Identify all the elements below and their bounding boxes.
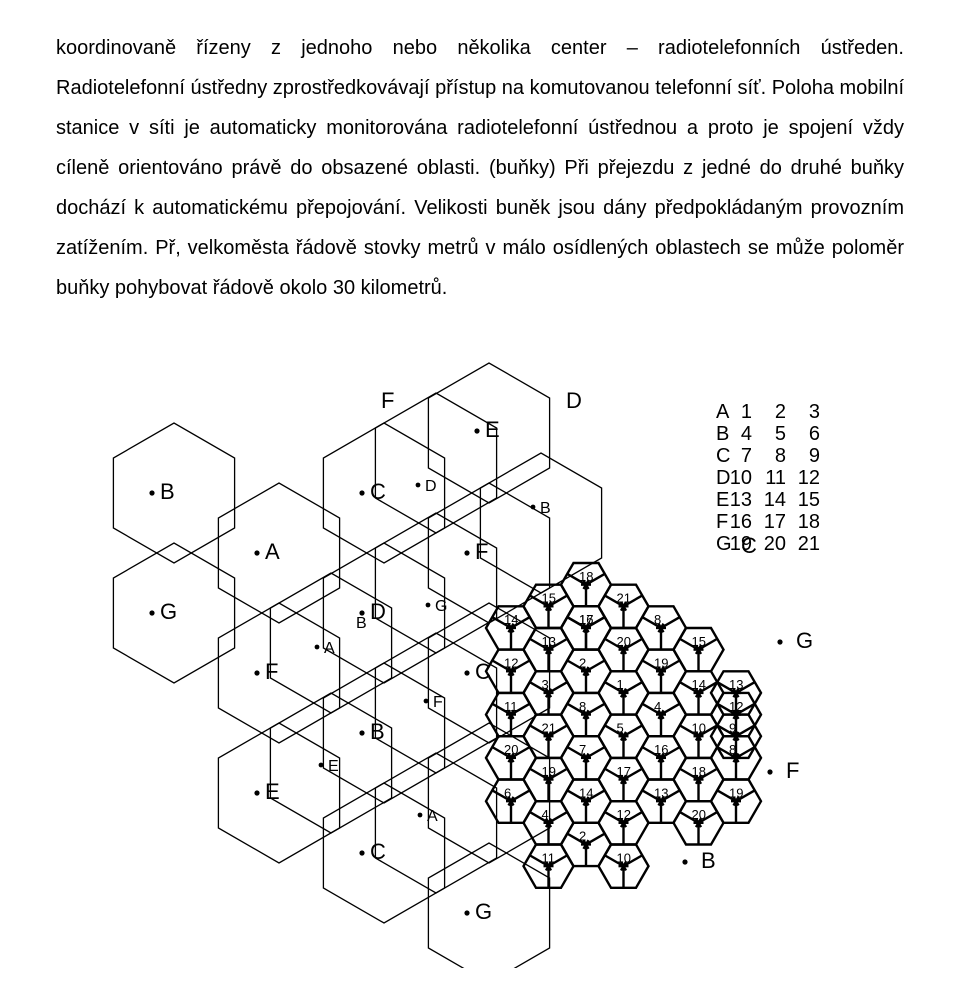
svg-text:15: 15 — [798, 489, 820, 511]
svg-text:12: 12 — [729, 699, 743, 714]
svg-text:8: 8 — [654, 612, 661, 627]
svg-text:F: F — [786, 758, 799, 783]
svg-text:17: 17 — [764, 511, 786, 533]
svg-text:7: 7 — [741, 445, 752, 467]
svg-text:1: 1 — [617, 677, 624, 692]
svg-text:13: 13 — [729, 677, 743, 692]
svg-text:A: A — [265, 539, 280, 564]
svg-text:E: E — [716, 489, 729, 511]
svg-text:21: 21 — [798, 533, 820, 555]
svg-text:15: 15 — [542, 591, 556, 606]
svg-text:11: 11 — [542, 850, 556, 865]
svg-text:A: A — [427, 808, 438, 825]
svg-text:5: 5 — [775, 423, 786, 445]
svg-text:C: C — [716, 445, 730, 467]
svg-text:20: 20 — [764, 533, 786, 555]
svg-text:19: 19 — [729, 785, 743, 800]
svg-text:14: 14 — [504, 612, 518, 627]
svg-text:E: E — [265, 779, 280, 804]
svg-text:D: D — [716, 467, 730, 489]
svg-text:E: E — [328, 758, 339, 775]
cell-diagram: BGAFECDBFCECGDGAEFABFDB18152114168132015… — [56, 348, 904, 968]
svg-text:16: 16 — [654, 742, 668, 757]
svg-text:12: 12 — [798, 467, 820, 489]
svg-text:G: G — [435, 598, 447, 615]
svg-text:F: F — [381, 388, 394, 413]
svg-text:B: B — [701, 848, 716, 873]
svg-text:15: 15 — [692, 634, 706, 649]
svg-text:6: 6 — [504, 785, 511, 800]
svg-text:F: F — [265, 659, 278, 684]
svg-text:4: 4 — [654, 699, 661, 714]
svg-text:D: D — [425, 478, 437, 495]
svg-text:F: F — [716, 511, 728, 533]
svg-text:B: B — [540, 500, 551, 517]
svg-text:8: 8 — [579, 699, 586, 714]
svg-text:G: G — [796, 628, 813, 653]
svg-text:B: B — [356, 615, 367, 632]
svg-text:B: B — [716, 423, 729, 445]
svg-text:8: 8 — [729, 742, 736, 757]
svg-text:2: 2 — [579, 829, 586, 844]
svg-text:17: 17 — [579, 612, 593, 627]
svg-text:20: 20 — [692, 807, 706, 822]
svg-text:10: 10 — [617, 850, 631, 865]
svg-text:10: 10 — [692, 720, 706, 735]
svg-text:F: F — [433, 694, 443, 711]
svg-text:1: 1 — [741, 401, 752, 423]
svg-text:18: 18 — [579, 569, 593, 584]
paragraph-1: koordinovaně řízeny z jednoho nebo někol… — [56, 28, 904, 308]
svg-text:4: 4 — [542, 807, 549, 822]
svg-text:4: 4 — [741, 423, 752, 445]
svg-text:14: 14 — [692, 677, 706, 692]
svg-text:19: 19 — [730, 533, 752, 555]
svg-text:2: 2 — [775, 401, 786, 423]
svg-text:E: E — [485, 417, 500, 442]
svg-text:20: 20 — [504, 742, 518, 757]
svg-text:19: 19 — [542, 764, 556, 779]
svg-text:9: 9 — [809, 445, 820, 467]
svg-text:B: B — [160, 479, 175, 504]
svg-text:A: A — [716, 401, 730, 423]
svg-text:13: 13 — [654, 785, 668, 800]
svg-text:21: 21 — [617, 591, 631, 606]
svg-text:D: D — [566, 388, 582, 413]
svg-text:17: 17 — [617, 764, 631, 779]
svg-text:11: 11 — [765, 467, 786, 489]
svg-text:12: 12 — [617, 807, 631, 822]
svg-text:14: 14 — [764, 489, 786, 511]
svg-text:3: 3 — [542, 677, 549, 692]
svg-text:10: 10 — [730, 467, 752, 489]
svg-text:7: 7 — [579, 742, 586, 757]
svg-text:13: 13 — [730, 489, 752, 511]
svg-text:8: 8 — [775, 445, 786, 467]
svg-text:14: 14 — [579, 785, 593, 800]
svg-text:13: 13 — [542, 634, 556, 649]
svg-text:20: 20 — [617, 634, 631, 649]
svg-text:12: 12 — [504, 656, 518, 671]
svg-text:19: 19 — [654, 656, 668, 671]
svg-text:16: 16 — [730, 511, 752, 533]
svg-text:2: 2 — [579, 656, 586, 671]
svg-text:5: 5 — [617, 720, 624, 735]
svg-text:A: A — [324, 640, 335, 657]
svg-text:9: 9 — [729, 720, 736, 735]
svg-text:G: G — [160, 599, 177, 624]
svg-text:11: 11 — [504, 699, 518, 714]
svg-text:3: 3 — [809, 401, 820, 423]
svg-text:6: 6 — [809, 423, 820, 445]
svg-text:21: 21 — [542, 720, 556, 735]
svg-text:18: 18 — [692, 764, 706, 779]
svg-text:G: G — [475, 899, 492, 924]
svg-text:18: 18 — [798, 511, 820, 533]
